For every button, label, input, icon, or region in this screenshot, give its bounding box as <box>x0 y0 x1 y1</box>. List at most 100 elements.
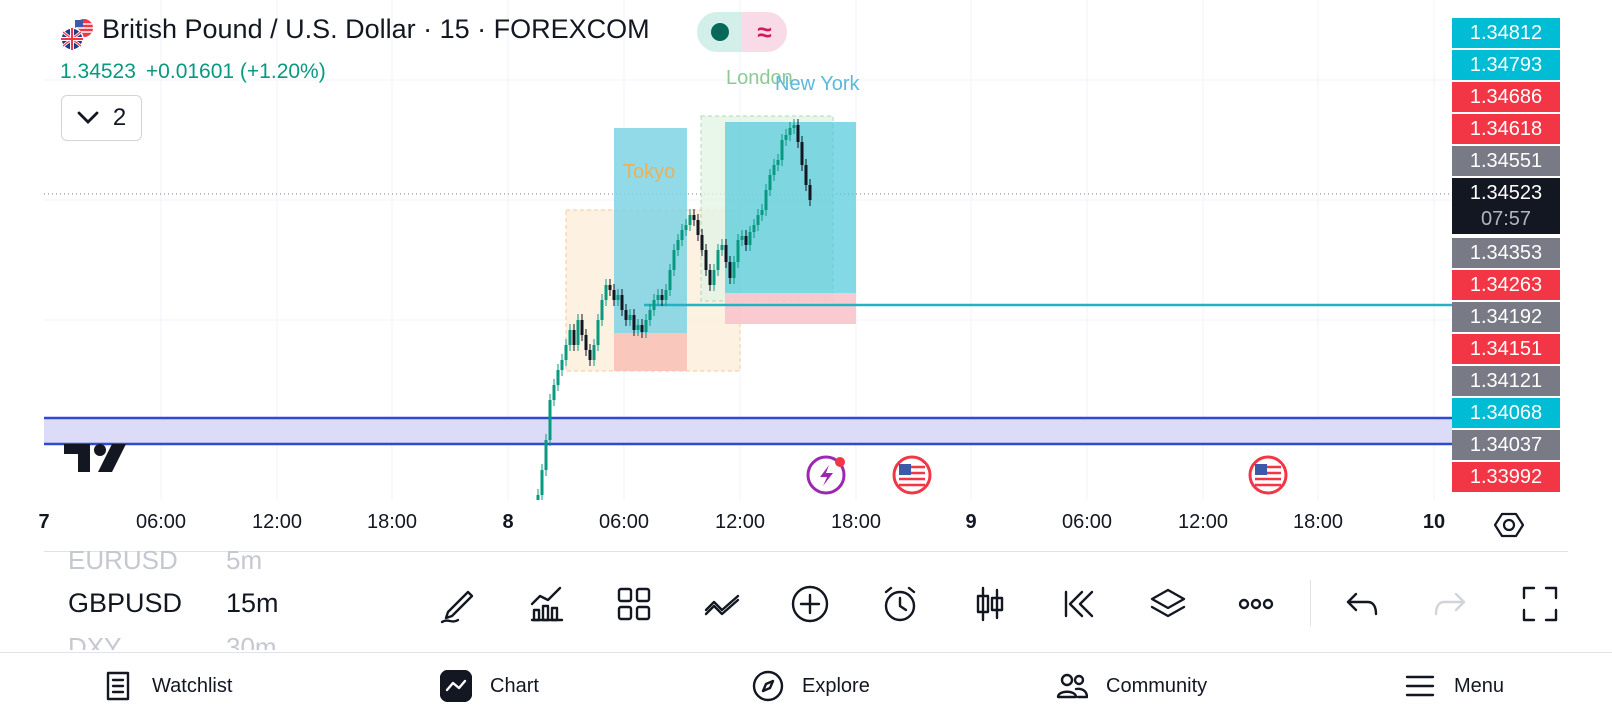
redo-button[interactable] <box>1428 582 1472 626</box>
fullscreen-button[interactable] <box>1518 582 1562 626</box>
candle-body <box>668 270 672 290</box>
candle-body <box>552 385 556 400</box>
time-label: 06:00 <box>598 511 650 533</box>
candle-body <box>564 345 568 360</box>
undo-button[interactable] <box>1340 582 1384 626</box>
alarm-clock-icon <box>884 586 916 622</box>
community-icon <box>1056 673 1088 699</box>
price-label: 1.34686 <box>1452 82 1560 112</box>
price-label: 1.34037 <box>1452 430 1560 460</box>
time-label: 7 <box>38 511 50 533</box>
tokyo-tp-box <box>614 128 687 333</box>
nav-menu[interactable]: Menu <box>1404 664 1504 708</box>
candle-body <box>588 350 592 360</box>
hamburger-menu-icon <box>1405 675 1435 697</box>
candle-body <box>584 335 588 350</box>
more-button[interactable] <box>1234 582 1278 626</box>
indicator-count: 2 <box>112 104 127 131</box>
chevron-down-icon <box>77 111 99 124</box>
replay-button[interactable] <box>1056 582 1100 626</box>
nav-explore[interactable]: Explore <box>752 664 870 708</box>
candle-body <box>648 310 652 320</box>
price-label: 1.34551 <box>1452 146 1560 176</box>
time-label: 12:00 <box>714 511 766 533</box>
candle-body <box>612 290 616 300</box>
candle-body <box>556 370 560 385</box>
layers-button[interactable] <box>1146 582 1190 626</box>
compare-button[interactable] <box>700 582 744 626</box>
price-label: 1.34068 <box>1452 398 1560 428</box>
candle-body <box>760 210 764 215</box>
nav-menu-label: Menu <box>1454 674 1505 697</box>
candle-body <box>808 185 812 200</box>
candle-body <box>572 330 576 345</box>
indicators-button[interactable] <box>524 582 568 626</box>
candlestick-icon <box>976 586 1004 622</box>
candle-body <box>536 495 540 500</box>
candle-body <box>624 310 628 320</box>
time-label: 18:00 <box>366 511 418 533</box>
candle-body <box>596 320 600 345</box>
newyork-tp-box <box>725 122 856 293</box>
indicators-collapse-button[interactable]: 2 <box>61 95 142 141</box>
candle-body <box>768 175 772 190</box>
nav-watchlist[interactable]: Watchlist <box>102 664 232 708</box>
candle-body <box>724 245 728 262</box>
interval-current[interactable]: 15m <box>226 588 279 618</box>
candle-body <box>780 140 784 160</box>
candle-body <box>672 250 676 270</box>
candle-body <box>756 215 760 225</box>
candle-body <box>700 235 704 250</box>
bottom-nav-border <box>0 652 1612 653</box>
candle-body <box>680 230 684 240</box>
nav-explore-label: Explore <box>802 674 870 697</box>
alert-button[interactable] <box>878 582 922 626</box>
candle-body <box>560 360 564 370</box>
indicators-icon <box>530 586 564 622</box>
lightning-event-icon <box>806 455 846 495</box>
tradingview-logo <box>64 444 126 472</box>
market-status-pill[interactable]: ≈ <box>697 12 787 52</box>
candle-body <box>708 270 712 285</box>
interval-next[interactable]: 30m <box>226 632 277 650</box>
interval-prev[interactable]: 5m <box>226 545 263 575</box>
tokyo-sl-box <box>614 333 687 371</box>
nav-community-label: Community <box>1106 674 1208 697</box>
redo-icon <box>1434 592 1466 616</box>
symbol-current[interactable]: GBPUSD <box>68 588 183 618</box>
chart-type-button[interactable] <box>968 582 1012 626</box>
symbol-next[interactable]: DXY <box>68 632 122 650</box>
price-label: 1.34812 <box>1452 18 1560 48</box>
chart-canvas[interactable]: Tokyo London New York <box>0 0 1452 500</box>
newyork-sl-box <box>725 293 856 324</box>
nav-chart[interactable]: Chart <box>440 664 539 708</box>
us-flag-event-icon <box>1248 455 1288 495</box>
candle-body <box>716 250 720 270</box>
candle-body <box>608 285 612 290</box>
session-label-london: London <box>726 67 793 89</box>
nav-community[interactable]: Community <box>1056 664 1207 708</box>
uk-us-flag-icon <box>60 19 93 50</box>
fullscreen-icon <box>1522 586 1558 622</box>
candle-body <box>636 325 640 330</box>
us-flag-event-icon <box>892 455 932 495</box>
candle-body <box>656 295 660 300</box>
layouts-button[interactable] <box>612 582 656 626</box>
candle-body <box>796 125 800 142</box>
drawing-tools-button[interactable] <box>436 582 480 626</box>
symbol-prev[interactable]: EURUSD <box>68 545 178 575</box>
plus-circle-icon <box>791 585 829 623</box>
candle-body <box>616 295 620 300</box>
candle-body <box>580 320 584 335</box>
candle-body <box>684 225 688 230</box>
candle-body <box>540 470 544 495</box>
symbol-title[interactable]: British Pound / U.S. Dollar · 15 · FOREX… <box>102 14 650 44</box>
time-label: 8 <box>502 511 514 533</box>
candle-body <box>544 440 548 470</box>
price-label: 1.34263 <box>1452 270 1560 300</box>
chart-settings-icon[interactable] <box>1494 510 1524 540</box>
time-label: 9 <box>965 511 977 533</box>
candle-body <box>600 300 604 320</box>
candle-body <box>748 232 752 245</box>
add-button[interactable] <box>788 582 832 626</box>
